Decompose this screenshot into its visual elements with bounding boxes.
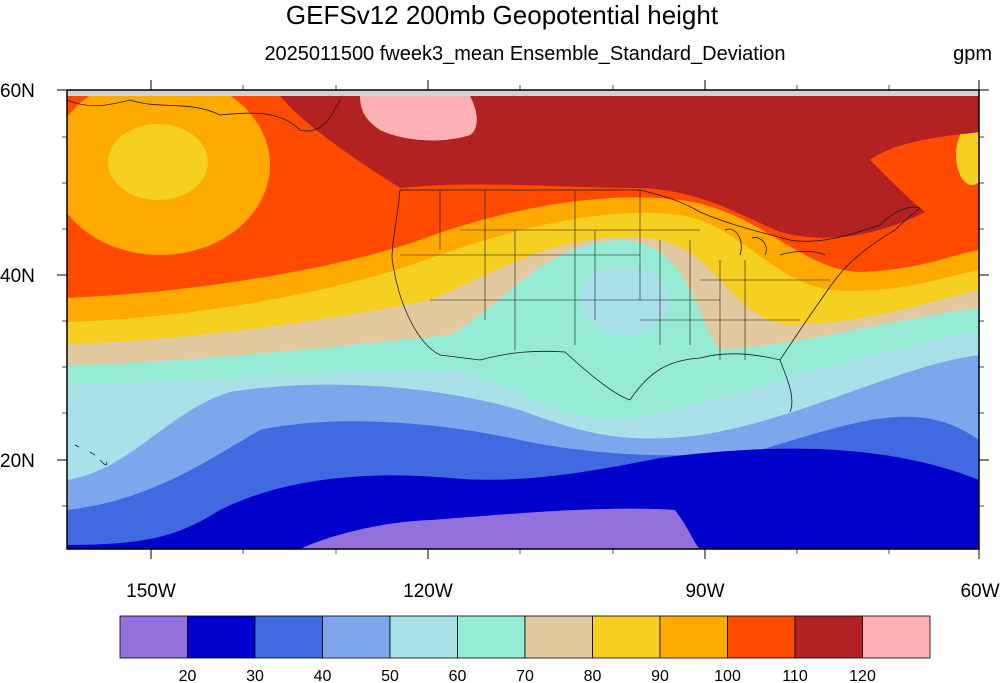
colorbar-level-label: 50 <box>381 668 399 683</box>
colorbar-swatch <box>254 615 323 659</box>
lat-label-60n: 60N <box>0 81 35 102</box>
map-title: GEFSv12 200mb Geopotential height <box>285 0 719 30</box>
colorbar-level-label: 90 <box>651 668 669 683</box>
colorbar-swatch <box>794 615 863 659</box>
coastlines <box>67 99 921 466</box>
top-no-data-strip <box>67 90 979 96</box>
colorbar-swatch <box>524 615 593 659</box>
colorbar-swatch <box>322 615 391 659</box>
colorbar-level-label: 110 <box>782 668 808 683</box>
units-label: gpm <box>953 43 992 65</box>
band-above-120 <box>360 96 477 141</box>
hawaii <box>74 444 108 466</box>
us-mexico-border <box>439 350 631 401</box>
colorbar-level-label: 70 <box>516 668 534 683</box>
gulf-coast <box>629 353 793 413</box>
contour-field <box>67 90 979 549</box>
map-frame <box>66 89 980 550</box>
band-80-90-atlantic <box>956 125 979 185</box>
colorbar-level-label: 60 <box>449 668 467 683</box>
lon-label-120w: 120W <box>403 581 453 602</box>
map-subtitle: 2025011500 fweek3_mean Ensemble_Standard… <box>264 43 786 65</box>
lon-label-90w: 90W <box>685 581 724 602</box>
colorbar-level-label: 80 <box>584 668 602 683</box>
colorbar: 20 30 40 50 60 70 80 90 100 110 120 <box>119 615 931 683</box>
state-lines <box>400 190 830 360</box>
colorbar-level-label: 20 <box>179 668 197 683</box>
lat-label-40n: 40N <box>0 266 35 287</box>
lon-label-150w: 150W <box>126 581 176 602</box>
us-east-coast <box>779 207 921 361</box>
colorbar-swatch <box>457 615 526 659</box>
colorbar-level-label: 120 <box>849 668 876 683</box>
band-80-90-pacific <box>108 124 208 200</box>
us-west-coast <box>391 189 441 356</box>
colorbar-swatch <box>862 615 931 659</box>
axis-minor-ticks <box>62 85 984 554</box>
colorbar-swatch <box>389 615 458 659</box>
lon-label-60w: 60W <box>960 581 999 602</box>
colorbar-swatch <box>592 615 661 659</box>
axis-ticks <box>57 80 989 559</box>
lat-label-20n: 20N <box>0 451 35 472</box>
colorbar-swatch <box>119 615 188 659</box>
us-canada-border <box>400 189 921 242</box>
band-below-20 <box>300 508 700 549</box>
colorbar-level-label: 40 <box>314 668 332 683</box>
colorbar-swatch <box>727 615 796 659</box>
alaska-coast <box>67 99 341 132</box>
colorbar-level-label: 30 <box>246 668 264 683</box>
colorbar-swatch <box>659 615 728 659</box>
colorbar-level-label: 100 <box>714 668 741 683</box>
band-20-30 <box>67 448 979 549</box>
great-lakes <box>724 228 826 256</box>
colorbar-swatch <box>187 615 256 659</box>
